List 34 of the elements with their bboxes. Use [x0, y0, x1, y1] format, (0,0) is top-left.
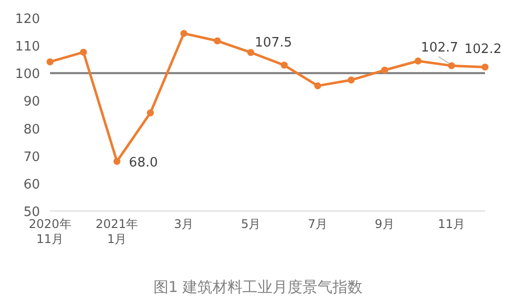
x-tick-label: 9月	[374, 217, 394, 231]
data-label: 68.0	[128, 155, 158, 170]
point	[280, 62, 288, 69]
data-label: 102.2	[464, 42, 502, 58]
y-tick-label: 50	[23, 205, 40, 220]
point	[314, 82, 322, 90]
y-tick-label: 120	[15, 12, 40, 27]
x-tick-label: 11月	[438, 217, 466, 231]
point	[180, 30, 188, 37]
point	[247, 48, 254, 56]
y-tick-label: 80	[23, 122, 40, 138]
point	[46, 58, 54, 66]
point	[381, 66, 388, 74]
y-tick-label: 90	[23, 94, 40, 110]
y-tick-label: 110	[15, 40, 40, 55]
point	[482, 64, 488, 71]
y-tick-label: 100	[15, 67, 40, 82]
point	[348, 76, 355, 84]
x-tick-label: 2021年 1月	[96, 217, 138, 246]
data-label: 107.5	[254, 35, 292, 50]
point	[146, 109, 154, 116]
point	[414, 58, 422, 65]
point	[113, 158, 120, 165]
y-tick-label: 60	[23, 177, 40, 192]
point	[80, 48, 87, 56]
data-label: 102.7	[420, 40, 458, 56]
x-tick-label: 2020年 11月	[28, 217, 72, 246]
text: 图1 建筑材料工业月度景气指数	[153, 278, 363, 296]
y-tick-label: 70	[23, 150, 40, 165]
x-tick-label: 7月	[308, 217, 328, 231]
x-tick-label: 5月	[240, 217, 261, 231]
point	[448, 62, 456, 70]
point	[214, 37, 221, 44]
x-tick-label: 3月	[174, 217, 194, 231]
